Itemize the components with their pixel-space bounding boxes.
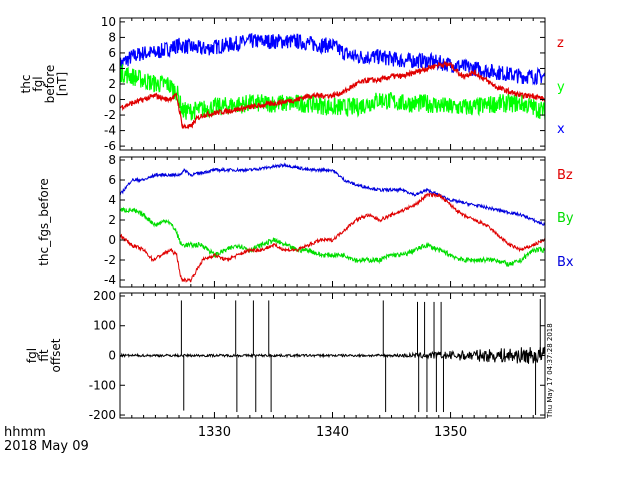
series-line-by <box>120 206 545 268</box>
y-tick-label: -4 <box>104 273 116 287</box>
time-axis-label: hhmm <box>4 425 46 440</box>
y-axis-label-line: before <box>43 65 57 104</box>
y-tick-label: 0 <box>108 349 116 363</box>
y-tick-label: 4 <box>108 61 116 75</box>
y-axis-label-line: thc_fgs_before <box>37 178 51 266</box>
y-tick-label: 8 <box>108 30 116 44</box>
y-axis-label: thcfglbefore[nT] <box>19 65 69 104</box>
legend-label-by: By <box>557 211 574 226</box>
date-label: 2018 May 09 <box>4 439 89 454</box>
legend-label-bz: Bz <box>557 168 573 183</box>
panel-plot-area <box>120 32 545 130</box>
y-tick-label: 6 <box>108 173 116 187</box>
panel-bottom: -200 -100 0 100 200 1330 1340 1350 fglfitoffset <box>25 289 546 440</box>
y-tick-label: 200 <box>93 289 116 303</box>
y-tick-label: -200 <box>89 408 116 422</box>
series-line-x <box>120 32 545 86</box>
y-axis-label-line: fgl <box>25 348 39 363</box>
y-tick-label: 0 <box>108 233 116 247</box>
x-tick-label: 1330 <box>198 425 231 440</box>
y-tick-label: 4 <box>108 193 116 207</box>
panel-plot-area <box>120 298 545 416</box>
series-line-z <box>120 60 545 130</box>
series-line-bz <box>120 192 545 283</box>
legend-label-x: x <box>557 122 565 137</box>
y-tick-label: 100 <box>93 319 116 333</box>
y-tick-label: 0 <box>108 93 116 107</box>
y-tick-label: -6 <box>104 139 116 153</box>
y-tick-label: 2 <box>108 213 116 227</box>
panels-group: -6-4-20246810thcfglbefore[nT]zyx-4-20246… <box>19 15 574 440</box>
y-tick-label: -4 <box>104 124 116 138</box>
y-tick-label: -2 <box>104 108 116 122</box>
y-axis-label: fglfitoffset <box>25 338 63 372</box>
y-tick-label: -2 <box>104 253 116 267</box>
y-tick-label: -100 <box>89 378 116 392</box>
x-tick-label: 1340 <box>316 425 349 440</box>
x-tick-label: 1350 <box>434 425 467 440</box>
y-tick-label: 10 <box>101 15 116 29</box>
series-line-bx <box>120 162 545 227</box>
y-tick-label: 2 <box>108 77 116 91</box>
panel-middle: -4 -2 0 2 4 6 8 thc_fgs_before Bz By Bx <box>37 153 574 288</box>
y-axis-label-line: offset <box>49 338 63 372</box>
panel-top: -6-4 -20 2 46 810 thcfglbefore[nT] z y x <box>19 15 565 153</box>
y-tick-label: 8 <box>108 153 116 167</box>
legend-label-y: y <box>557 80 565 95</box>
legend-label-z: z <box>557 36 564 51</box>
panel-plot-area <box>120 162 545 283</box>
offset-trace <box>120 346 545 364</box>
series-line-y <box>120 64 545 121</box>
legend-label-bx: Bx <box>557 255 574 270</box>
y-axis-label-line: fit <box>37 349 51 362</box>
y-axis-label: thc_fgs_before <box>37 178 51 266</box>
y-tick-label: 6 <box>108 46 116 60</box>
y-axis-label-line: [nT] <box>55 72 69 96</box>
y-axis-label-line: thc <box>19 75 33 94</box>
y-axis-label-line: fgl <box>31 76 45 91</box>
timestamp-label: Thu May 17 04:37:28 2018 <box>546 323 554 419</box>
